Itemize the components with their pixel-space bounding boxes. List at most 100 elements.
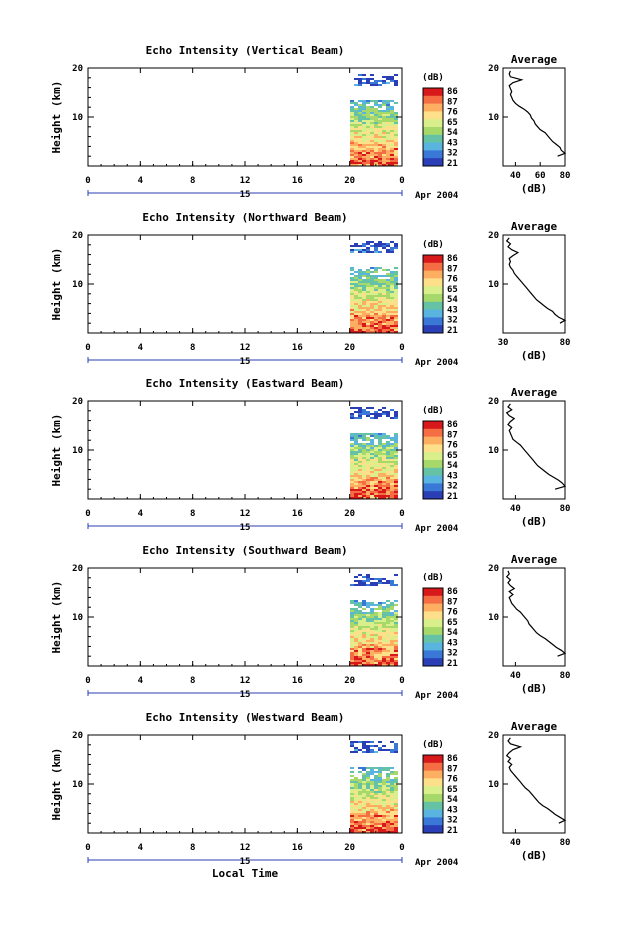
heatmap-cell [390,821,394,823]
heatmap-cell [386,303,390,305]
heatmap-cell [354,749,358,751]
heatmap-cell [374,245,378,247]
heatmap-cell [394,325,398,327]
heatmap-cell [374,142,378,144]
heatmap-cell [382,640,386,642]
heatmap-cell [354,152,358,154]
heatmap-cell [382,463,386,465]
heatmap-cell [386,281,390,283]
heatmap-cell [378,791,382,793]
heatmap-cell [350,823,354,825]
heatmap-cell [390,160,394,162]
heatmap-cell [370,612,374,614]
heatmap-cell [394,441,398,443]
heatmap-cell [386,291,390,293]
heatmap-cell [382,620,386,622]
heatmap-cell [374,604,378,606]
heatmap-cell [382,612,386,614]
heatmap-cell [390,797,394,799]
heatmap-cell [374,781,378,783]
heatmap-cell [374,652,378,654]
heatmap-cell [386,777,390,779]
heatmap-cell [386,269,390,271]
heatmap-cell [358,305,362,307]
heatmap-cell [370,749,374,751]
heatmap-cell [386,110,390,112]
heatmap-cell [394,82,398,84]
heatmap-cell [358,122,362,124]
heatmap-cell [358,301,362,303]
heatmap-cell [358,477,362,479]
heatmap-cell [382,783,386,785]
colorbar-swatch [423,809,443,818]
heatmap-cell [386,616,390,618]
heatmap-cell [366,317,370,319]
colorbar-swatch [423,634,443,644]
heatmap-cell [362,319,366,321]
heatmap-cell [394,134,398,136]
heatmap-cell [366,319,370,321]
profile-line [505,570,567,657]
heatmap-cell [382,829,386,831]
heatmap-cell [378,811,382,813]
heatmap-cell [390,813,394,815]
heatmap-cell [362,112,366,114]
heatmap-cell [374,323,378,325]
heatmap-cell [354,285,358,287]
panel-title: Echo Intensity (Northward Beam) [142,211,347,224]
heatmap-cell [362,636,366,638]
heatmap-cell [386,638,390,640]
heatmap-image [350,741,398,833]
x-tick-label: 20 [344,843,355,853]
heatmap-cell [382,327,386,329]
heatmap-cell [386,76,390,78]
heatmap-cell [350,289,354,291]
heatmap-cell [366,463,370,465]
heatmap-cell [370,745,374,747]
heatmap-cell [362,584,366,586]
heatmap-cell [366,112,370,114]
heatmap-cell [386,467,390,469]
x-tick-label: 12 [240,343,251,353]
heatmap-cell [366,799,370,801]
heatmap-cell [370,815,374,817]
heatmap-cell [362,479,366,481]
heatmap-cell [354,277,358,279]
heatmap-cell [350,751,354,753]
heatmap-cell [362,618,366,620]
colorbar-swatch [423,444,443,453]
heatmap-cell [386,275,390,277]
heatmap-cell [362,825,366,827]
heatmap-cell [370,142,374,144]
heatmap-cell [390,815,394,817]
heatmap-cell [370,807,374,809]
heatmap-cell [350,100,354,102]
heatmap-cell [370,132,374,134]
heatmap-cell [366,664,370,666]
heatmap-cell [358,638,362,640]
heatmap-cell [358,461,362,463]
heatmap-cell [382,495,386,497]
heatmap-cell [358,100,362,102]
heatmap-cell [354,829,358,831]
heatmap-cell [366,275,370,277]
heatmap-cell [362,831,366,833]
heatmap-cell [366,813,370,815]
heatmap-cell [370,116,374,118]
colorbar-tick-label: 54 [447,295,458,305]
heatmap-cell [370,106,374,108]
heatmap-cell [382,150,386,152]
heatmap-cell [354,805,358,807]
colorbar-swatch [423,294,443,303]
heatmap-cell [374,124,378,126]
heatmap-cell [350,467,354,469]
heatmap-cell [358,132,362,134]
heatmap-image [350,74,398,166]
heatmap-cell [366,271,370,273]
heatmap-cell [354,612,358,614]
colorbar-swatch [423,817,443,826]
heatmap-cell [358,293,362,295]
colorbar-tick-label: 32 [447,482,458,492]
heatmap-cell [370,652,374,654]
heatmap-cell [350,469,354,471]
